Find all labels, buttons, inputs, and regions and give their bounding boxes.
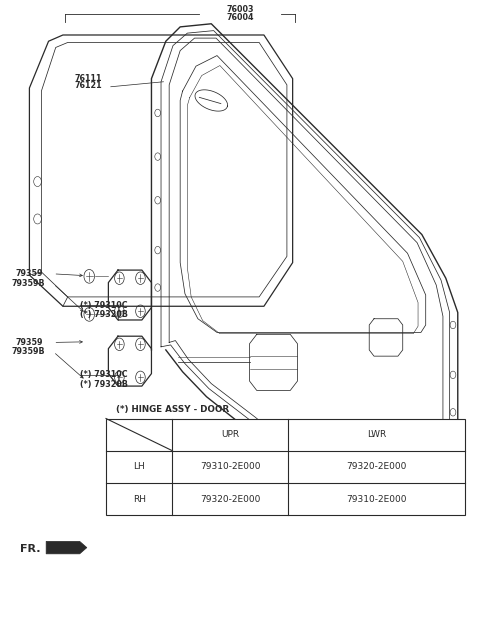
Text: 79359B: 79359B xyxy=(11,279,45,288)
Text: 76111: 76111 xyxy=(75,74,102,83)
Text: (*) 79320B: (*) 79320B xyxy=(80,310,128,319)
Text: UPR: UPR xyxy=(221,430,240,439)
Text: (*) 79310C: (*) 79310C xyxy=(80,371,127,379)
Text: LWR: LWR xyxy=(367,430,386,439)
Text: 79359: 79359 xyxy=(15,338,43,347)
Text: 79310-2E000: 79310-2E000 xyxy=(200,462,261,471)
Text: 79310-2E000: 79310-2E000 xyxy=(346,494,407,504)
Text: 79359B: 79359B xyxy=(11,348,45,356)
Text: 79320-2E000: 79320-2E000 xyxy=(200,494,261,504)
Polygon shape xyxy=(46,541,87,554)
Text: (*) HINGE ASSY - DOOR: (*) HINGE ASSY - DOOR xyxy=(116,404,229,414)
Text: RH: RH xyxy=(132,494,146,504)
Text: 76004: 76004 xyxy=(226,13,254,22)
Text: (*) 79320B: (*) 79320B xyxy=(80,380,128,389)
Text: FR.: FR. xyxy=(20,544,40,554)
Text: 76003: 76003 xyxy=(226,6,254,14)
Bar xyxy=(106,419,465,515)
Text: LH: LH xyxy=(133,462,145,471)
Text: 79320-2E000: 79320-2E000 xyxy=(347,462,407,471)
Text: 79359: 79359 xyxy=(15,269,43,278)
Text: 76121: 76121 xyxy=(75,81,103,91)
Text: (*) 79310C: (*) 79310C xyxy=(80,301,127,309)
